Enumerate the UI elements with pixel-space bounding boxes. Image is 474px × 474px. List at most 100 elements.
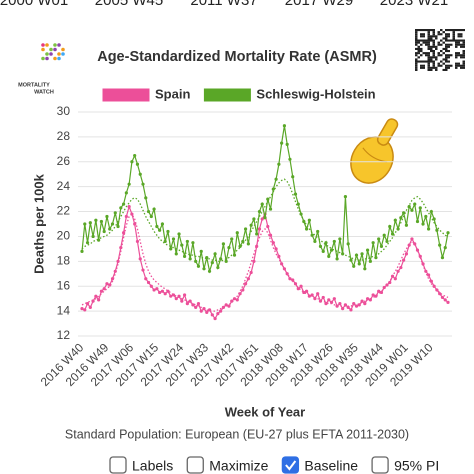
qr-cell bbox=[460, 39, 463, 42]
qr-cell bbox=[440, 39, 443, 42]
qr-cell bbox=[417, 60, 420, 63]
legend-label[interactable]: Schleswig-Holstein bbox=[256, 86, 375, 101]
data-point bbox=[216, 265, 220, 270]
data-point bbox=[371, 241, 375, 245]
qr-cell bbox=[427, 64, 430, 67]
qr-cell bbox=[457, 62, 460, 65]
data-point bbox=[393, 277, 397, 281]
qr-cell bbox=[445, 66, 448, 69]
qr-cell bbox=[455, 62, 458, 65]
qr-cell bbox=[432, 39, 435, 42]
qr-cell bbox=[452, 37, 455, 40]
checkbox-label[interactable]: Maximize bbox=[209, 458, 268, 474]
data-point bbox=[108, 227, 112, 231]
data-point bbox=[227, 246, 231, 250]
qr-cell bbox=[445, 45, 448, 48]
logo-dot bbox=[53, 56, 57, 61]
data-point bbox=[141, 268, 145, 272]
logo-text: WATCH bbox=[34, 89, 54, 95]
y-tick-label: 18 bbox=[57, 254, 71, 268]
data-point bbox=[80, 249, 84, 253]
data-point bbox=[377, 237, 381, 241]
checkbox[interactable] bbox=[371, 456, 389, 474]
data-point bbox=[180, 243, 184, 247]
data-point bbox=[302, 290, 306, 295]
checkbox-label[interactable]: Baseline bbox=[304, 458, 358, 474]
qr-cell bbox=[442, 41, 445, 44]
data-point bbox=[277, 254, 281, 258]
data-point bbox=[268, 233, 273, 237]
qr-cell bbox=[460, 45, 463, 48]
data-point bbox=[413, 242, 417, 246]
data-point bbox=[196, 264, 201, 268]
data-point bbox=[338, 237, 342, 241]
legend-label[interactable]: Spain bbox=[155, 86, 190, 101]
data-point bbox=[163, 239, 167, 244]
data-point bbox=[94, 218, 98, 222]
qr-cell bbox=[455, 41, 458, 44]
data-point bbox=[144, 277, 148, 281]
data-point bbox=[335, 304, 339, 308]
data-point bbox=[429, 279, 433, 283]
data-point bbox=[185, 302, 189, 306]
data-point bbox=[316, 229, 320, 234]
data-point bbox=[354, 304, 359, 308]
data-point bbox=[207, 308, 212, 312]
qr-cell bbox=[445, 43, 448, 46]
checkbox-label[interactable]: 95% PI bbox=[394, 458, 439, 474]
data-point bbox=[130, 212, 134, 216]
qr-cell bbox=[422, 41, 425, 44]
data-point bbox=[282, 267, 287, 271]
qr-cell bbox=[430, 56, 433, 59]
qr-cell bbox=[460, 54, 463, 57]
data-point bbox=[321, 295, 325, 300]
qr-cell bbox=[425, 43, 428, 46]
qr-cell bbox=[432, 64, 435, 67]
qr-cell bbox=[440, 43, 443, 46]
data-point bbox=[116, 224, 120, 229]
data-point bbox=[271, 187, 275, 191]
qr-cell bbox=[415, 52, 418, 55]
logo-dot bbox=[49, 47, 53, 52]
qr-cell bbox=[427, 54, 430, 57]
data-point bbox=[418, 254, 422, 258]
data-point bbox=[124, 191, 128, 195]
qr-cell bbox=[415, 37, 418, 40]
data-point bbox=[296, 287, 300, 291]
qr-cell bbox=[432, 62, 435, 65]
qr-cell bbox=[425, 54, 428, 57]
qr-cell bbox=[427, 37, 430, 40]
data-point bbox=[141, 182, 145, 186]
data-point bbox=[83, 308, 87, 312]
qr-cell bbox=[455, 45, 458, 48]
data-point bbox=[194, 259, 198, 263]
logo-dot bbox=[41, 47, 45, 52]
legend-swatch[interactable] bbox=[203, 88, 251, 102]
checkbox[interactable] bbox=[186, 456, 204, 474]
y-tick-label: 12 bbox=[57, 328, 71, 342]
qr-cell bbox=[430, 60, 433, 63]
qr-cell bbox=[445, 64, 448, 67]
data-point bbox=[388, 280, 392, 285]
data-point bbox=[163, 292, 167, 296]
logo-dot bbox=[57, 52, 61, 56]
series-line bbox=[81, 204, 449, 320]
y-tick-label: 22 bbox=[57, 204, 71, 218]
data-point bbox=[119, 206, 123, 210]
qr-cell bbox=[430, 37, 433, 40]
legend-swatch[interactable] bbox=[102, 88, 150, 102]
data-point bbox=[402, 258, 406, 262]
checkbox[interactable] bbox=[109, 456, 127, 474]
qr-cell bbox=[447, 64, 450, 67]
qr-cell bbox=[442, 31, 445, 34]
data-point bbox=[135, 239, 140, 244]
qr-cell bbox=[462, 52, 465, 55]
qr-cell bbox=[432, 45, 435, 48]
qr-cell bbox=[440, 50, 443, 53]
checkbox-label[interactable]: Labels bbox=[132, 458, 173, 474]
data-point bbox=[407, 204, 411, 209]
qr-cell bbox=[425, 41, 428, 44]
data-point bbox=[255, 232, 259, 236]
qr-cell bbox=[435, 35, 438, 38]
checkbox[interactable] bbox=[281, 456, 300, 474]
